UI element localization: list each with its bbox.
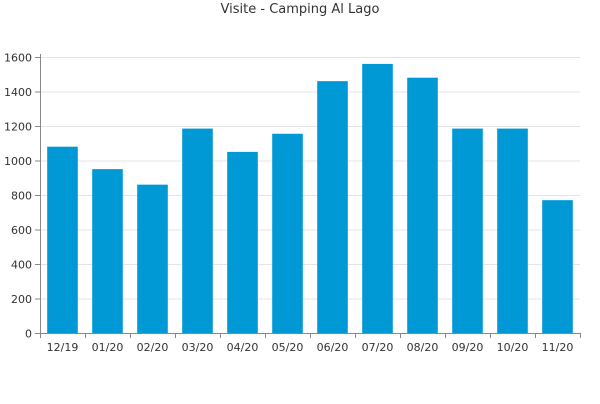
x-tick-label: 03/20: [182, 341, 214, 354]
bar-06-20: [317, 81, 348, 334]
chart-title: Visite - Camping Al Lago: [220, 2, 380, 17]
x-tick-label: 09/20: [452, 341, 484, 354]
x-tick-label: 01/20: [92, 341, 124, 354]
bar-02-20: [137, 184, 168, 333]
bar-01-20: [92, 169, 123, 333]
y-tick-label: 200: [11, 293, 32, 306]
y-tick-label: 400: [11, 259, 32, 272]
bar-04-20: [227, 151, 258, 333]
x-tick-label: 02/20: [137, 341, 169, 354]
bar-09-20: [452, 128, 483, 333]
bar-10-20: [497, 128, 528, 333]
x-tick-label: 04/20: [227, 341, 259, 354]
bar-03-20: [182, 128, 213, 333]
y-tick-label: 1200: [4, 121, 32, 134]
x-tick-label: 08/20: [407, 341, 439, 354]
x-tick-label: 11/20: [542, 341, 574, 354]
bar-11-20: [542, 200, 573, 333]
bar-07-20: [362, 63, 393, 334]
y-tick-label: 1000: [4, 155, 32, 168]
y-tick-label: 600: [11, 224, 32, 237]
x-tick-label: 10/20: [497, 341, 529, 354]
bar-08-20: [407, 77, 438, 333]
x-tick-label: 06/20: [317, 341, 349, 354]
y-tick-label: 1400: [4, 86, 32, 99]
x-tick-label: 12/19: [47, 341, 79, 354]
x-tick-label: 07/20: [362, 341, 394, 354]
bar-05-20: [272, 133, 303, 333]
x-tick-label: 05/20: [272, 341, 304, 354]
y-tick-label: 0: [25, 328, 32, 341]
y-tick-label: 1600: [4, 52, 32, 65]
y-tick-label: 800: [11, 190, 32, 203]
bar-12-19: [47, 146, 78, 333]
